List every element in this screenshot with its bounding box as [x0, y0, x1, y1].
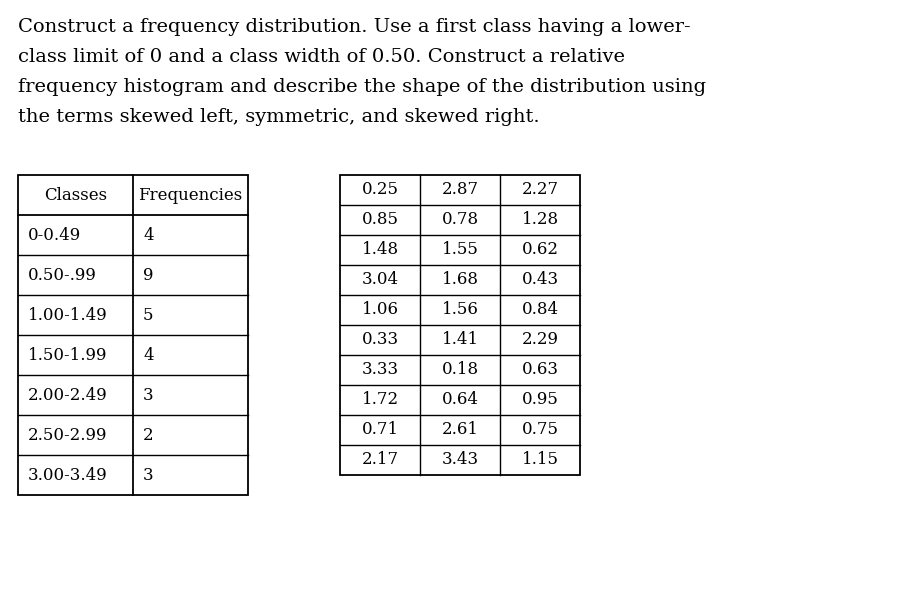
Text: 2.61: 2.61: [442, 421, 479, 438]
Text: 1.06: 1.06: [361, 301, 398, 319]
Text: 1.15: 1.15: [521, 451, 558, 468]
Text: 0.75: 0.75: [521, 421, 558, 438]
Text: Construct a frequency distribution. Use a first class having a lower-: Construct a frequency distribution. Use …: [18, 18, 691, 36]
Text: 2.50-2.99: 2.50-2.99: [28, 427, 108, 444]
Text: 2.87: 2.87: [442, 182, 479, 198]
Text: 0.62: 0.62: [521, 241, 558, 258]
Text: 2.17: 2.17: [361, 451, 398, 468]
Text: 5: 5: [143, 306, 154, 323]
Text: frequency histogram and describe the shape of the distribution using: frequency histogram and describe the sha…: [18, 78, 706, 96]
Text: 0-0.49: 0-0.49: [28, 227, 81, 244]
Text: 1.72: 1.72: [361, 392, 398, 408]
Text: 3: 3: [143, 386, 154, 404]
Text: 0.78: 0.78: [442, 211, 479, 228]
Text: 1.68: 1.68: [442, 271, 479, 289]
Text: 4: 4: [143, 346, 154, 363]
Bar: [340, 175, 580, 475]
Text: 1.50-1.99: 1.50-1.99: [28, 346, 108, 363]
Text: 2.00-2.49: 2.00-2.49: [28, 386, 108, 404]
Text: 3.04: 3.04: [361, 271, 398, 289]
Text: 1.00-1.49: 1.00-1.49: [28, 306, 108, 323]
Text: 0.18: 0.18: [442, 362, 479, 379]
Text: 0.50-.99: 0.50-.99: [28, 267, 97, 284]
Text: 0.64: 0.64: [442, 392, 479, 408]
Text: 0.84: 0.84: [521, 301, 558, 319]
Text: 4: 4: [143, 227, 154, 244]
Text: 9: 9: [143, 267, 154, 284]
Text: 3.33: 3.33: [361, 362, 398, 379]
Text: 0.71: 0.71: [361, 421, 398, 438]
Text: 0.25: 0.25: [361, 182, 398, 198]
Text: 3.00-3.49: 3.00-3.49: [28, 467, 108, 483]
Text: 2.27: 2.27: [521, 182, 558, 198]
Text: 1.56: 1.56: [442, 301, 479, 319]
Text: 1.41: 1.41: [442, 332, 479, 349]
Text: 2.29: 2.29: [521, 332, 558, 349]
Text: 0.33: 0.33: [361, 332, 398, 349]
Text: the terms skewed left, symmetric, and skewed right.: the terms skewed left, symmetric, and sk…: [18, 108, 539, 126]
Text: 1.48: 1.48: [361, 241, 398, 258]
Text: 0.43: 0.43: [521, 271, 558, 289]
Text: 1.28: 1.28: [521, 211, 558, 228]
Bar: [18, 175, 248, 495]
Text: 2: 2: [143, 427, 154, 444]
Text: 1.55: 1.55: [442, 241, 479, 258]
Text: class limit of 0 and a class width of 0.50. Construct a relative: class limit of 0 and a class width of 0.…: [18, 48, 625, 66]
Text: 3.43: 3.43: [442, 451, 479, 468]
Text: 3: 3: [143, 467, 154, 483]
Text: 0.63: 0.63: [521, 362, 558, 379]
Text: 0.95: 0.95: [521, 392, 558, 408]
Text: Classes: Classes: [44, 186, 107, 204]
Text: 0.85: 0.85: [361, 211, 398, 228]
Text: Frequencies: Frequencies: [138, 186, 243, 204]
